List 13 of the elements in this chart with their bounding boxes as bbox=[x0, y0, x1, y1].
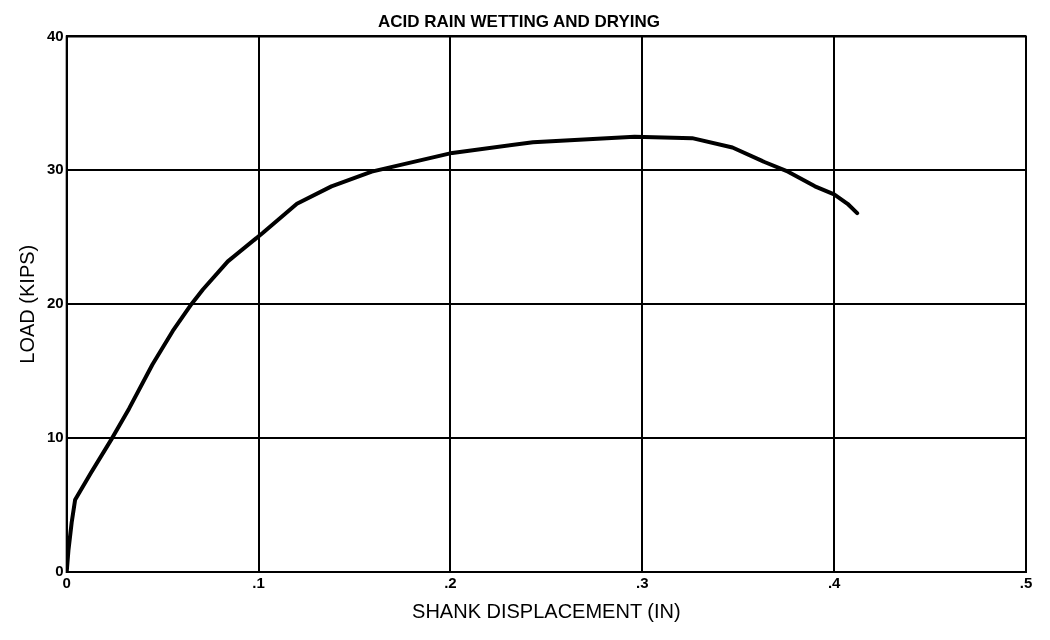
y-tick-label: 30 bbox=[47, 160, 64, 178]
y-tick-label: 40 bbox=[47, 26, 64, 44]
y-tick-label: 20 bbox=[47, 294, 64, 312]
y-tick-label: 0 bbox=[55, 562, 64, 580]
y-axis-title: LOAD (KIPS) bbox=[15, 244, 38, 364]
y-tick-label: 10 bbox=[47, 428, 64, 446]
x-tick-label: .5 bbox=[1019, 574, 1033, 592]
chart-title: ACID RAIN WETTING AND DRYING bbox=[377, 11, 661, 31]
x-tick-label: .4 bbox=[827, 574, 842, 592]
x-tick-label: .3 bbox=[636, 574, 649, 592]
x-tick-label: .2 bbox=[444, 574, 457, 592]
x-axis-title: SHANK DISPLACEMENT (IN) bbox=[412, 599, 681, 622]
x-tick-label: .1 bbox=[252, 574, 265, 592]
